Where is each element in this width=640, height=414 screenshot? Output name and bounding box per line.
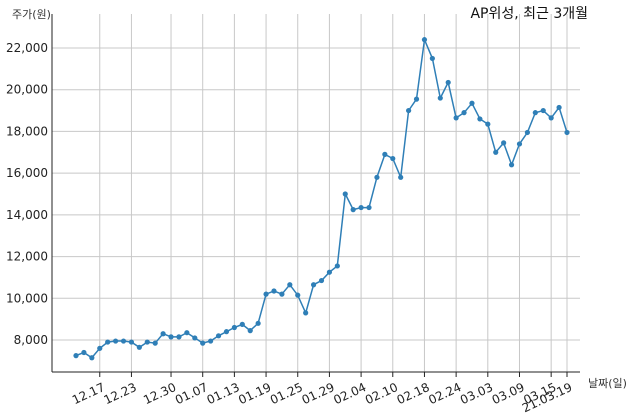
data-point (437, 95, 443, 101)
data-point (303, 310, 309, 316)
data-point (453, 115, 459, 121)
data-point (239, 321, 245, 327)
data-point (200, 340, 206, 346)
y-tick-label: 18,000 (6, 124, 48, 138)
axes (51, 14, 580, 373)
data-point (73, 353, 79, 359)
data-point (310, 282, 317, 288)
chart-title: AP위성, 최근 3개월 (470, 6, 588, 22)
series-line (75, 36, 568, 359)
data-point (295, 292, 301, 298)
data-point (493, 149, 499, 155)
gridlines (52, 14, 580, 377)
data-point (461, 110, 467, 116)
data-point (413, 96, 420, 102)
data-point (374, 174, 380, 180)
y-tick-label: 14,000 (6, 208, 48, 222)
data-point (508, 162, 515, 168)
data-point (105, 339, 111, 345)
x-tick-label: 12.23 (102, 380, 139, 407)
data-point (342, 191, 348, 197)
y-tick-label: 12,000 (6, 250, 48, 264)
data-point (97, 345, 103, 351)
data-point (524, 129, 531, 136)
data-point (318, 277, 325, 284)
data-point (112, 338, 119, 344)
data-point (160, 331, 166, 337)
data-point (215, 333, 222, 339)
data-point (247, 328, 253, 334)
data-point (208, 338, 214, 344)
data-point (390, 155, 396, 162)
data-point (136, 344, 142, 350)
data-point (564, 129, 570, 136)
data-point (120, 338, 127, 344)
data-point (184, 330, 190, 336)
y-tick-label: 20,000 (6, 83, 48, 97)
data-point (271, 288, 277, 294)
data-point (469, 100, 475, 106)
data-point (477, 116, 483, 122)
data-point (540, 107, 546, 114)
data-point (128, 339, 135, 345)
data-point (231, 324, 237, 331)
data-point (406, 107, 412, 114)
data-point (421, 37, 428, 43)
data-point (176, 334, 182, 340)
y-axis-label: 주가(원) (12, 8, 51, 21)
data-point (358, 204, 364, 211)
data-point (287, 282, 293, 288)
data-point (89, 355, 95, 361)
data-point (516, 141, 523, 147)
data-point (556, 104, 562, 111)
data-point (192, 335, 198, 341)
data-point (501, 140, 507, 146)
data-point (168, 334, 174, 340)
data-point (548, 115, 554, 121)
data-point (366, 204, 372, 211)
data-point (279, 291, 285, 297)
y-tick-label: 16,000 (6, 166, 48, 180)
y-tick-label: 8,000 (14, 333, 48, 347)
data-point (144, 339, 150, 345)
x-axis-label: 날짜(일) (588, 376, 627, 390)
data-point (382, 151, 388, 157)
data-point (398, 174, 404, 180)
y-tick-label: 22,000 (6, 41, 48, 55)
data-point (152, 340, 158, 346)
data-point (326, 269, 333, 275)
data-point (429, 55, 435, 62)
data-point (223, 329, 230, 335)
data-point (334, 263, 340, 269)
y-tick-labels: 8,000 10,000 12,000 14,000 16,000 18,000 20,00… (6, 41, 48, 347)
data-point (263, 291, 269, 297)
data-point (81, 349, 87, 356)
data-point (255, 320, 261, 326)
data-point (350, 207, 356, 213)
data-point (485, 121, 491, 127)
y-tick-label: 10,000 (6, 291, 48, 305)
price-series (73, 36, 570, 361)
data-point (445, 79, 451, 86)
data-point (532, 110, 538, 116)
